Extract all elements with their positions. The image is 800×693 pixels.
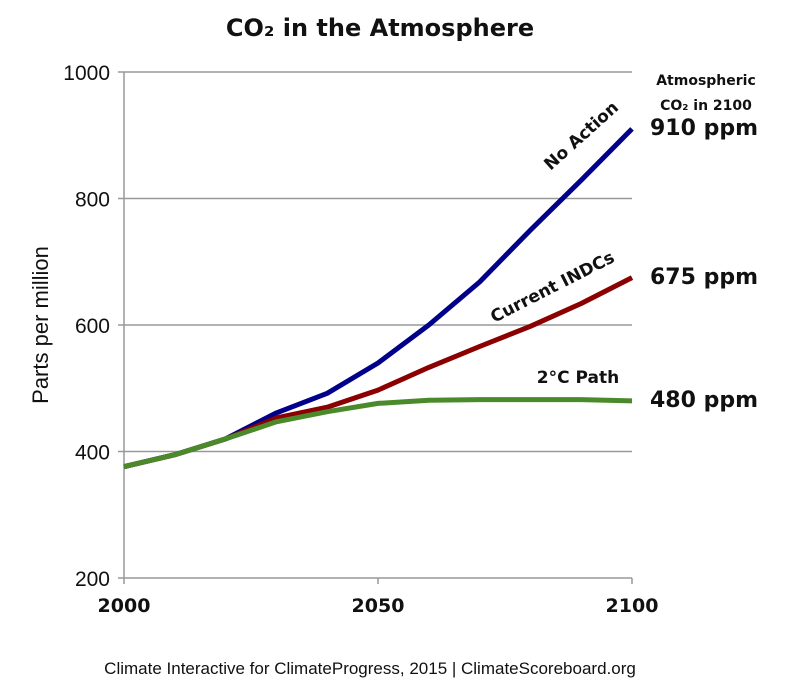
x-tick-label: 2050 (352, 595, 405, 617)
series-label: 2°C Path (537, 368, 619, 388)
source-note: Climate Interactive for ClimateProgress,… (104, 659, 636, 678)
y-tick-label: 400 (75, 442, 110, 465)
y-tick-label: 200 (75, 568, 110, 591)
right-header-2: CO₂ in 2100 (660, 98, 752, 114)
x-tick-label: 2000 (98, 595, 151, 617)
y-tick-label: 1000 (63, 62, 110, 85)
end-value-label: 675 ppm (650, 265, 758, 290)
chart-title: CO₂ in the Atmosphere (226, 14, 534, 42)
y-axis-label: Parts per million (28, 246, 53, 404)
series-line (123, 397, 633, 470)
y-tick-label: 600 (75, 315, 110, 338)
x-tick-label: 2100 (606, 595, 659, 617)
end-value-label: 480 ppm (650, 388, 758, 413)
series-line (123, 127, 634, 470)
series-label: No Action (540, 98, 622, 175)
y-tick-label: 800 (75, 189, 110, 212)
right-header-1: Atmospheric (656, 73, 756, 89)
end-value-label: 910 ppm (650, 116, 758, 141)
